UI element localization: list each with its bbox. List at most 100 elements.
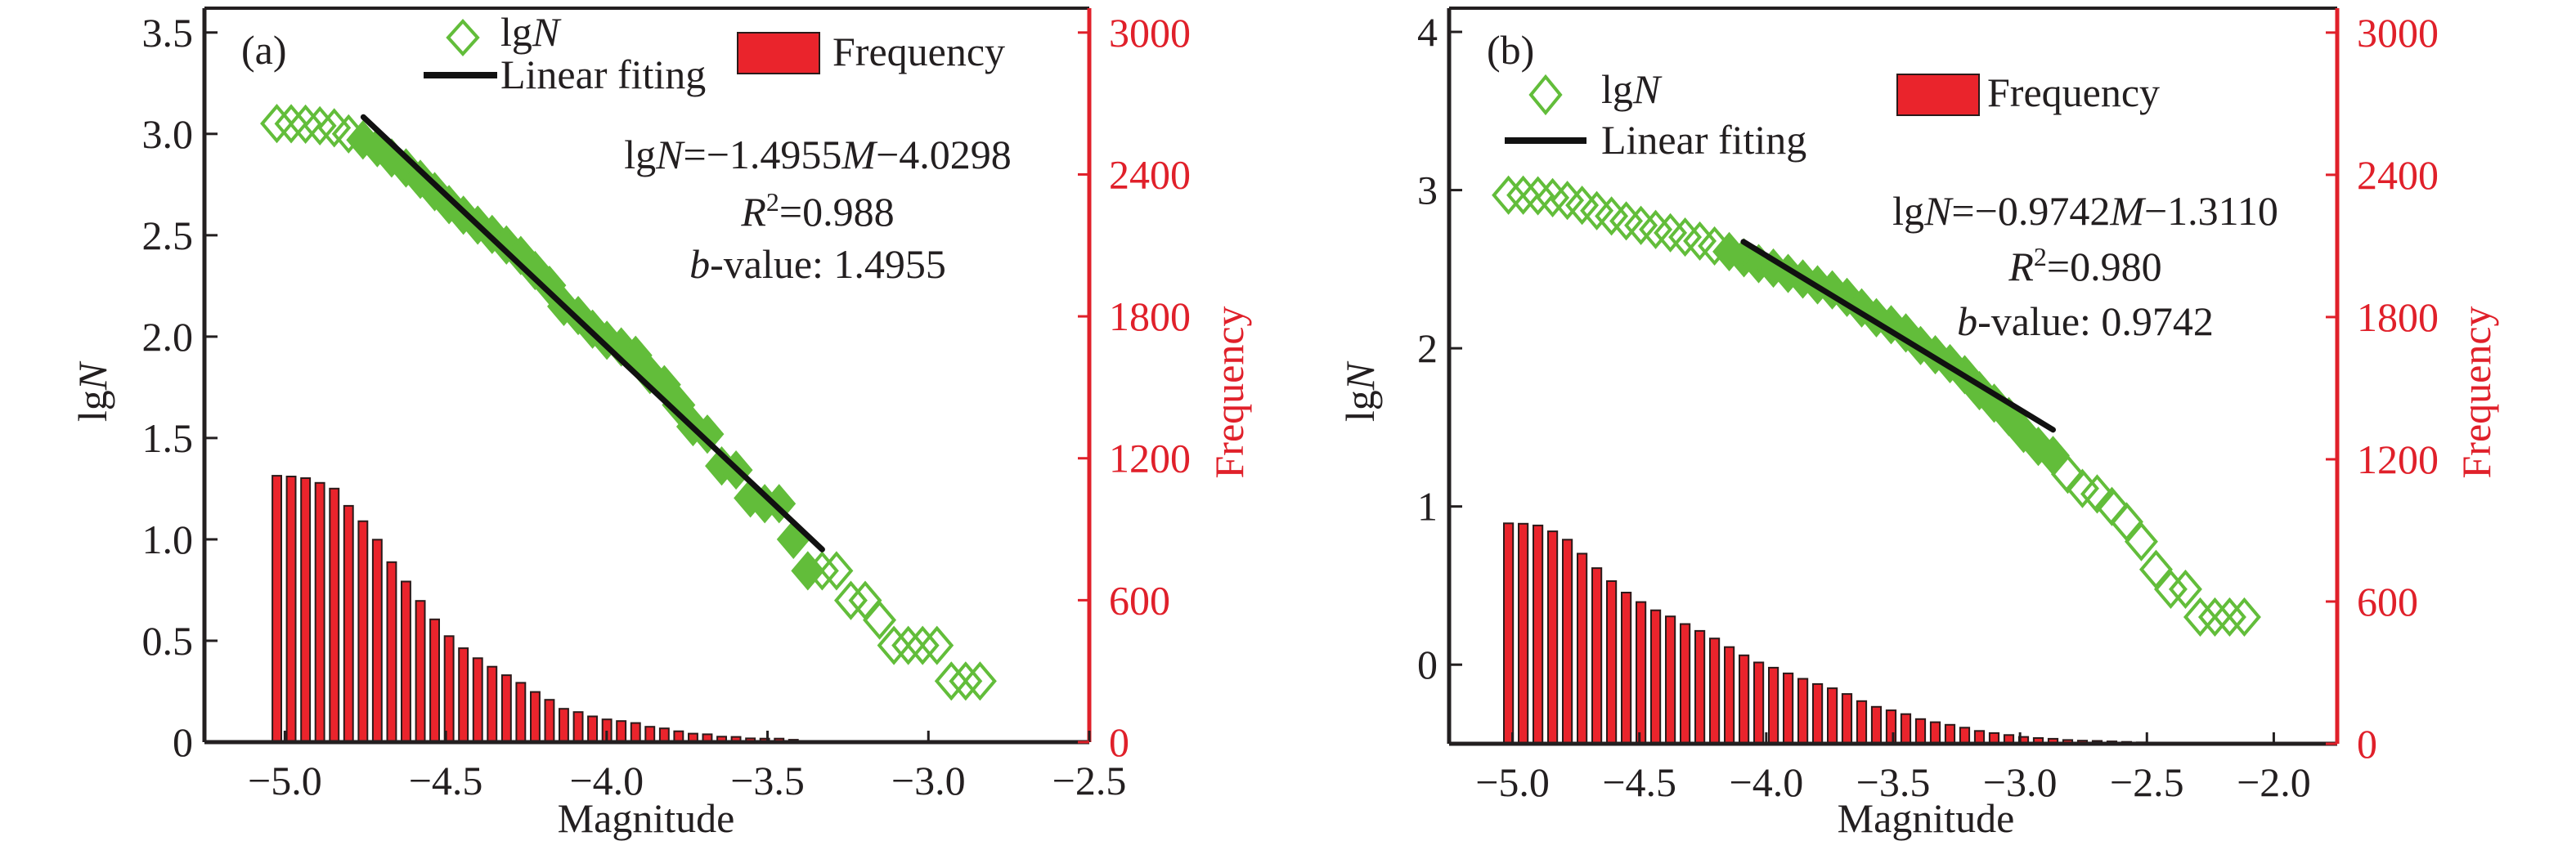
lgn-point <box>863 600 897 640</box>
frequency-bar <box>1856 700 1868 745</box>
frequency-bar <box>530 691 541 743</box>
frequency-bar <box>1783 672 1794 745</box>
right-y-axis-ticks: 0 600 1200 1800 2400 3000 <box>2326 10 2439 767</box>
y-tick-label: 3 <box>1417 168 1438 213</box>
frequency-bar <box>1797 678 1809 745</box>
fit-equation: lgN=−0.9742M−1.3110 <box>1892 188 2278 234</box>
lgn-point <box>934 661 968 701</box>
y-tick-label: 2 <box>1417 325 1438 371</box>
frequency-bar <box>1768 666 1779 745</box>
lgn-point <box>1492 175 1526 215</box>
y-axis-title: lgN <box>70 360 115 422</box>
lgn-point <box>2153 569 2188 609</box>
x-tick-label: −4.5 <box>1602 759 1676 805</box>
r-squared: R2=0.980 <box>2008 242 2161 289</box>
x-tick-label: −2.5 <box>1052 758 1127 803</box>
linear-fit-line <box>360 114 825 553</box>
x-axis-title: Magnitude <box>558 795 735 841</box>
frequency-bar <box>1739 654 1750 745</box>
frequency-bar <box>1533 524 1544 745</box>
fit-annotation: lgN=−1.4955M−4.0298 R2=0.988 b-value: 1.… <box>624 132 1012 287</box>
frequency-bar <box>544 699 555 744</box>
y-tick-label: 1.0 <box>142 517 194 562</box>
lgn-point <box>1521 176 1555 216</box>
frequency-bar <box>572 711 584 744</box>
b-value: b-value: 0.9742 <box>1957 298 2214 344</box>
lgn-point <box>2138 549 2173 589</box>
legend-diamond-icon <box>446 19 480 56</box>
x-axis-title: Magnitude <box>1838 795 2015 841</box>
frequency-bar <box>458 647 469 743</box>
frequency-bar <box>1944 723 1956 745</box>
frequency-bar <box>1562 539 1573 745</box>
y-tick-label: 0 <box>1417 642 1438 687</box>
frequency-bar <box>1900 713 1912 745</box>
frequency-bars <box>272 475 799 744</box>
frequency-bar <box>1518 522 1529 745</box>
x-tick-label: −4.5 <box>409 758 483 803</box>
frequency-bar <box>1709 638 1721 745</box>
frequency-bar <box>429 618 440 743</box>
frequency-bar <box>559 708 569 744</box>
lgn-point <box>1506 175 1541 215</box>
legend-diamond-icon <box>1528 74 1563 116</box>
plot-frame <box>202 7 1092 745</box>
lgn-point <box>905 625 940 665</box>
panel-label: (b) <box>1487 27 1534 73</box>
lgn-point <box>274 104 308 144</box>
frequency-bar <box>1547 530 1559 745</box>
fit-equation: lgN=−1.4955M−4.0298 <box>624 132 1012 177</box>
frequency-bar <box>1577 553 1588 745</box>
right-y-tick-label: 1200 <box>2357 436 2439 482</box>
linear-fit-line <box>1740 239 2056 433</box>
y-tick-label: 2.0 <box>142 314 194 360</box>
legend: lgN Linear fiting Frequency <box>424 9 1005 97</box>
y-tick-label: 3.5 <box>142 10 194 56</box>
fit-annotation: lgN=−0.9742M−1.3110 R2=0.980 b-value: 0.… <box>1892 188 2278 344</box>
frequency-bar <box>1621 592 1632 745</box>
frequency-bar <box>658 727 670 744</box>
x-axis-ticks: −5.0 −4.5 −4.0 −3.5 −3.0 −2.5 <box>248 731 1126 803</box>
right-y-axis-title: Frequency <box>1206 306 1252 478</box>
right-y-tick-label: 1200 <box>1109 436 1191 481</box>
x-tick-label: −5.0 <box>248 758 322 803</box>
frequency-bar <box>1827 687 1838 745</box>
lgn-point <box>833 580 868 620</box>
y-axis-ticks: 0 0.5 1.0 1.5 2.0 2.5 3.0 3.5 <box>142 10 218 765</box>
frequency-bar <box>285 476 297 743</box>
x-tick-label: −2.5 <box>2110 759 2184 805</box>
r-squared: R2=0.988 <box>740 187 894 235</box>
y-tick-label: 0.5 <box>142 618 194 664</box>
lgn-point <box>2080 474 2114 514</box>
frequency-bar <box>415 600 426 744</box>
lgn-point <box>877 625 911 665</box>
y-tick-label: 3.0 <box>142 111 194 157</box>
lgn-point-fitted <box>776 519 810 560</box>
y-tick-label: 2.5 <box>142 213 194 258</box>
frequency-bar <box>472 657 483 743</box>
lgn-point <box>2197 597 2232 638</box>
panel-label: (a) <box>241 27 287 73</box>
right-y-tick-label: 3000 <box>2357 10 2439 56</box>
lgn-point <box>949 661 983 701</box>
right-y-tick-label: 3000 <box>1109 10 1191 56</box>
frequency-bar <box>1724 646 1735 745</box>
x-tick-label: −4.0 <box>1730 759 1804 805</box>
lgn-point <box>891 625 926 665</box>
lgn-point-fitted <box>2007 414 2040 454</box>
legend-bar-swatch <box>1896 74 1980 116</box>
frequency-bars <box>1503 522 2251 745</box>
y-tick-label: 4 <box>1417 9 1438 55</box>
legend-lgn-label: lgN <box>500 9 562 55</box>
frequency-bar <box>1753 661 1765 745</box>
lgn-point <box>2124 521 2158 561</box>
x-tick-label: −3.5 <box>1856 759 1931 805</box>
right-y-tick-label: 2400 <box>2357 152 2439 198</box>
lgn-point-fitted <box>633 355 667 395</box>
right-y-tick-label: 1800 <box>2357 294 2439 340</box>
y-axis-ticks: 0 1 2 3 4 <box>1417 9 1462 687</box>
frequency-bar <box>343 504 354 744</box>
frequency-bar <box>1606 580 1618 745</box>
frequency-bar <box>1680 623 1691 745</box>
